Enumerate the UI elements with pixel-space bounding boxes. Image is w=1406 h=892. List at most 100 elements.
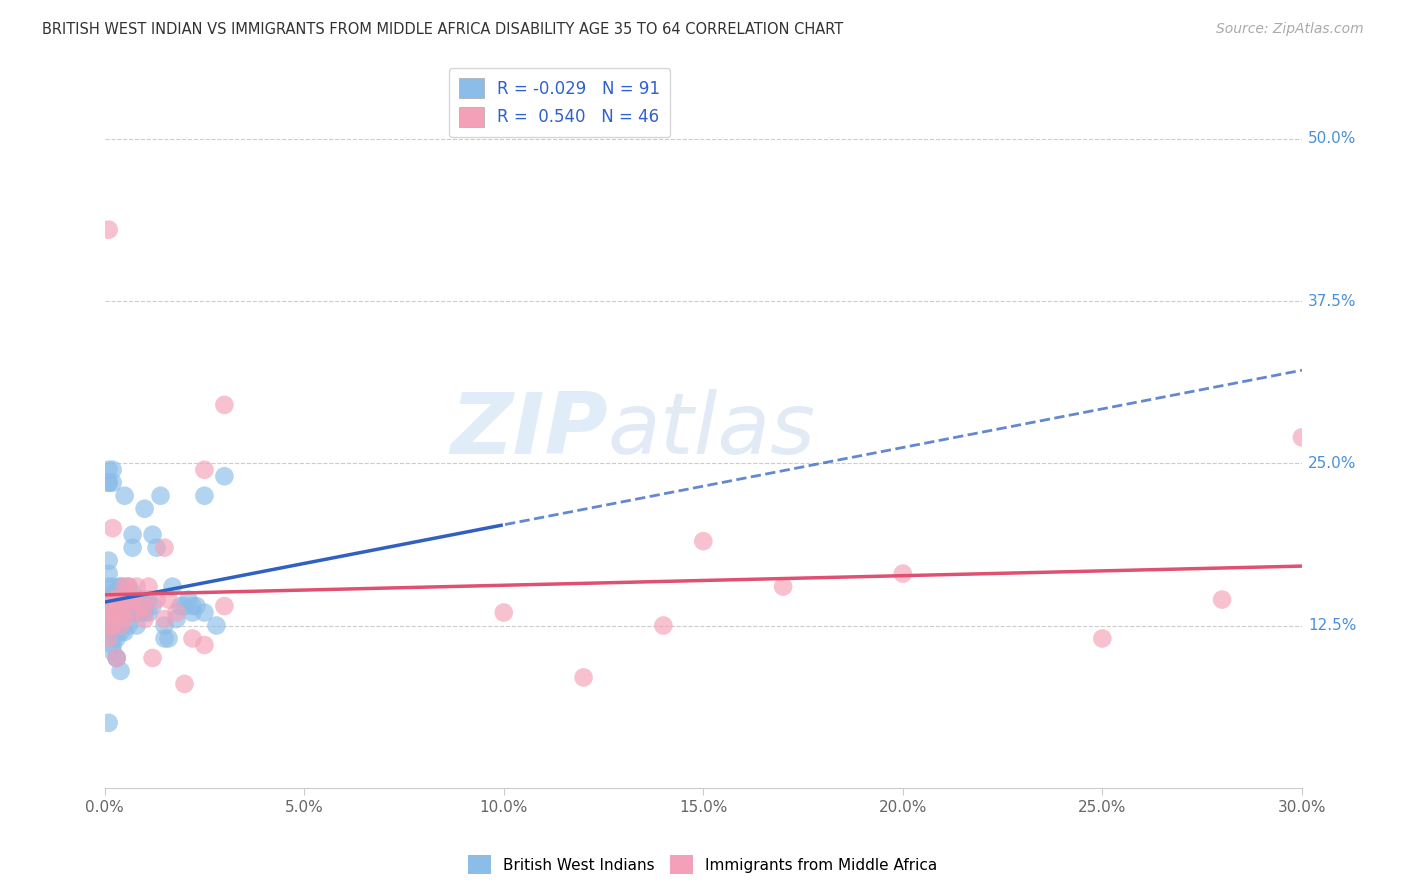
Point xyxy=(97,606,120,620)
Point xyxy=(772,580,794,594)
Point xyxy=(114,606,136,620)
Point xyxy=(205,618,228,632)
Point xyxy=(110,618,132,632)
Text: ZIP: ZIP xyxy=(450,389,607,473)
Point xyxy=(153,612,176,626)
Point xyxy=(97,632,120,646)
Point xyxy=(101,463,124,477)
Point xyxy=(125,580,148,594)
Point xyxy=(105,599,128,613)
Point xyxy=(97,606,120,620)
Point xyxy=(105,606,128,620)
Point xyxy=(97,554,120,568)
Point xyxy=(101,580,124,594)
Legend: British West Indians, Immigrants from Middle Africa: British West Indians, Immigrants from Mi… xyxy=(463,849,943,880)
Point xyxy=(166,606,188,620)
Point xyxy=(193,638,215,652)
Point xyxy=(193,489,215,503)
Point xyxy=(110,664,132,678)
Point xyxy=(105,618,128,632)
Point xyxy=(153,632,176,646)
Point xyxy=(125,618,148,632)
Text: 12.5%: 12.5% xyxy=(1308,618,1357,633)
Point xyxy=(114,612,136,626)
Point xyxy=(114,489,136,503)
Point xyxy=(214,469,236,483)
Point xyxy=(214,398,236,412)
Point xyxy=(105,592,128,607)
Point xyxy=(101,644,124,658)
Point xyxy=(117,592,139,607)
Point xyxy=(125,606,148,620)
Point xyxy=(153,541,176,555)
Text: atlas: atlas xyxy=(607,389,815,473)
Point xyxy=(134,501,156,516)
Text: 25.0%: 25.0% xyxy=(1308,456,1357,471)
Point xyxy=(110,580,132,594)
Point xyxy=(114,592,136,607)
Point xyxy=(101,618,124,632)
Point xyxy=(125,592,148,607)
Text: 50.0%: 50.0% xyxy=(1308,131,1357,146)
Point xyxy=(110,592,132,607)
Point xyxy=(117,580,139,594)
Point xyxy=(101,599,124,613)
Point xyxy=(101,606,124,620)
Point xyxy=(117,599,139,613)
Point xyxy=(121,541,143,555)
Point xyxy=(142,527,165,541)
Text: Source: ZipAtlas.com: Source: ZipAtlas.com xyxy=(1216,22,1364,37)
Point xyxy=(157,592,180,607)
Point xyxy=(97,618,120,632)
Point xyxy=(129,592,152,607)
Point xyxy=(652,618,675,632)
Point xyxy=(114,625,136,640)
Point xyxy=(97,222,120,236)
Point xyxy=(121,592,143,607)
Point xyxy=(193,606,215,620)
Point xyxy=(105,586,128,600)
Point xyxy=(101,592,124,607)
Point xyxy=(97,580,120,594)
Point xyxy=(121,592,143,607)
Point xyxy=(97,475,120,490)
Point xyxy=(121,586,143,600)
Point xyxy=(97,618,120,632)
Point xyxy=(114,586,136,600)
Point xyxy=(193,463,215,477)
Point xyxy=(692,534,714,549)
Point xyxy=(145,592,167,607)
Point xyxy=(181,606,204,620)
Point xyxy=(121,606,143,620)
Point xyxy=(110,599,132,613)
Point xyxy=(145,541,167,555)
Point xyxy=(101,625,124,640)
Point xyxy=(134,592,156,607)
Point xyxy=(117,592,139,607)
Point xyxy=(110,580,132,594)
Point xyxy=(169,599,191,613)
Point xyxy=(101,606,124,620)
Point xyxy=(105,592,128,607)
Point xyxy=(101,632,124,646)
Point xyxy=(97,599,120,613)
Point xyxy=(492,606,515,620)
Point xyxy=(105,651,128,665)
Point xyxy=(134,612,156,626)
Point xyxy=(101,638,124,652)
Point xyxy=(105,632,128,646)
Point xyxy=(114,580,136,594)
Point xyxy=(129,599,152,613)
Text: BRITISH WEST INDIAN VS IMMIGRANTS FROM MIDDLE AFRICA DISABILITY AGE 35 TO 64 COR: BRITISH WEST INDIAN VS IMMIGRANTS FROM M… xyxy=(42,22,844,37)
Point xyxy=(173,677,195,691)
Point xyxy=(138,592,160,607)
Text: 37.5%: 37.5% xyxy=(1308,293,1357,309)
Point xyxy=(97,592,120,607)
Point xyxy=(142,599,165,613)
Point xyxy=(134,599,156,613)
Point xyxy=(105,592,128,607)
Point xyxy=(142,651,165,665)
Point xyxy=(1211,592,1233,607)
Point xyxy=(97,566,120,581)
Point xyxy=(101,592,124,607)
